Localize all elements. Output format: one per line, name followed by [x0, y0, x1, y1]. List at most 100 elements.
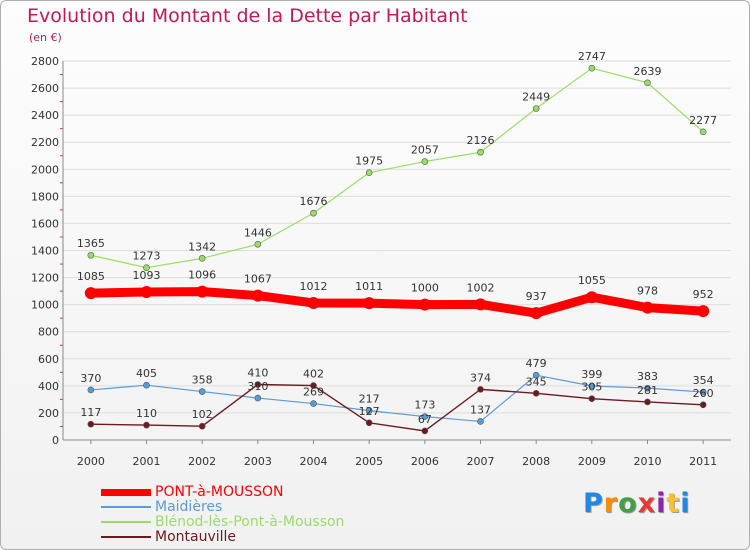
y-tick-label: 400: [38, 380, 59, 393]
logo-letter: o: [618, 488, 638, 519]
data-label: 1002: [467, 281, 495, 294]
data-point: [307, 297, 320, 310]
legend-swatch: [101, 536, 151, 538]
series-line-1: [90, 374, 704, 423]
legend-swatch: [101, 489, 151, 496]
data-label: 1055: [578, 274, 606, 287]
data-point: [421, 413, 429, 420]
data-label: 1273: [133, 250, 161, 263]
y-tick-label: 1400: [31, 245, 59, 258]
data-point: [585, 291, 598, 304]
proxiti-logo: Proxiti: [583, 488, 691, 519]
y-tick-label: 2600: [31, 82, 59, 95]
x-tick-label: 2009: [578, 455, 606, 468]
y-tick-label: 600: [38, 353, 59, 366]
data-label: 399: [581, 368, 602, 381]
logo-letter: r: [603, 488, 619, 519]
y-tick-label: 2400: [31, 109, 59, 122]
data-point: [363, 297, 376, 310]
data-point: [254, 394, 262, 402]
y-tick-label: 1200: [31, 272, 59, 285]
data-point: [198, 388, 206, 395]
x-tick-label: 2011: [689, 455, 717, 468]
data-point: [699, 401, 707, 409]
x-tick-label: 2006: [411, 455, 439, 468]
data-label: 269: [303, 386, 324, 399]
data-point: [532, 371, 540, 379]
data-label: 173: [414, 399, 435, 412]
legend-label: Maidières: [155, 499, 223, 515]
data-point: [365, 169, 373, 176]
data-label: 370: [80, 372, 101, 385]
data-label: 952: [693, 288, 714, 301]
data-point: [699, 128, 707, 136]
data-label: 479: [526, 357, 547, 370]
data-label: 1342: [188, 240, 216, 253]
data-point: [310, 209, 317, 217]
data-point: [310, 400, 317, 407]
data-label: 345: [526, 375, 547, 388]
data-label: 137: [470, 403, 491, 416]
data-label: 1093: [133, 269, 161, 282]
data-label: 1011: [355, 280, 383, 293]
data-point: [477, 386, 484, 393]
data-point: [198, 255, 206, 262]
data-label: 1975: [355, 155, 383, 168]
y-tick-label: 800: [38, 326, 59, 339]
data-point: [198, 422, 206, 430]
data-point: [140, 286, 153, 299]
data-label: 2126: [467, 134, 495, 147]
y-tick-label: 2800: [31, 55, 59, 68]
y-tick-label: 2200: [31, 136, 59, 149]
data-label: 260: [693, 387, 714, 400]
data-point: [588, 395, 596, 403]
data-point: [421, 427, 429, 435]
data-label: 358: [192, 374, 213, 387]
logo-letter: P: [583, 488, 604, 519]
data-label: 1067: [244, 273, 272, 286]
data-point: [196, 285, 209, 298]
x-tick-label: 2008: [522, 455, 550, 468]
data-point: [254, 240, 262, 248]
y-tick-label: 1800: [31, 190, 59, 203]
data-label: 110: [136, 407, 157, 420]
data-label: 1012: [300, 280, 328, 293]
data-point: [644, 398, 651, 406]
data-point: [699, 388, 707, 396]
data-point: [143, 381, 150, 389]
data-point: [87, 386, 95, 394]
x-tick-label: 2010: [634, 455, 662, 468]
data-point: [251, 289, 264, 302]
data-label: 127: [359, 405, 380, 418]
data-point: [418, 298, 431, 311]
data-point: [254, 381, 262, 388]
x-tick-label: 2005: [355, 455, 383, 468]
data-point: [530, 307, 543, 320]
data-point: [588, 64, 596, 72]
data-label: 2449: [522, 91, 550, 104]
series-line-3: [90, 383, 704, 432]
data-label: 402: [303, 368, 324, 381]
data-label: 67: [418, 413, 432, 426]
data-point: [588, 382, 596, 390]
y-tick-label: 1000: [31, 299, 59, 312]
data-point: [310, 382, 317, 389]
data-label: 374: [470, 371, 491, 384]
data-point: [532, 105, 540, 112]
data-label: 1085: [77, 270, 105, 283]
data-point: [532, 390, 540, 397]
data-label: 1000: [411, 282, 439, 295]
legend-swatch: [101, 506, 151, 508]
data-label: 405: [136, 367, 157, 380]
data-label: 2639: [634, 65, 662, 78]
y-tick-label: 0: [52, 434, 59, 447]
x-tick-label: 2001: [133, 455, 161, 468]
data-point: [365, 419, 373, 427]
data-point: [84, 287, 97, 300]
legend-label: Blénod-lès-Pont-à-Mousson: [155, 514, 345, 530]
legend-label: PONT-à-MOUSSON: [155, 484, 284, 500]
data-point: [477, 148, 484, 156]
chart-unit: (en €): [29, 31, 62, 44]
